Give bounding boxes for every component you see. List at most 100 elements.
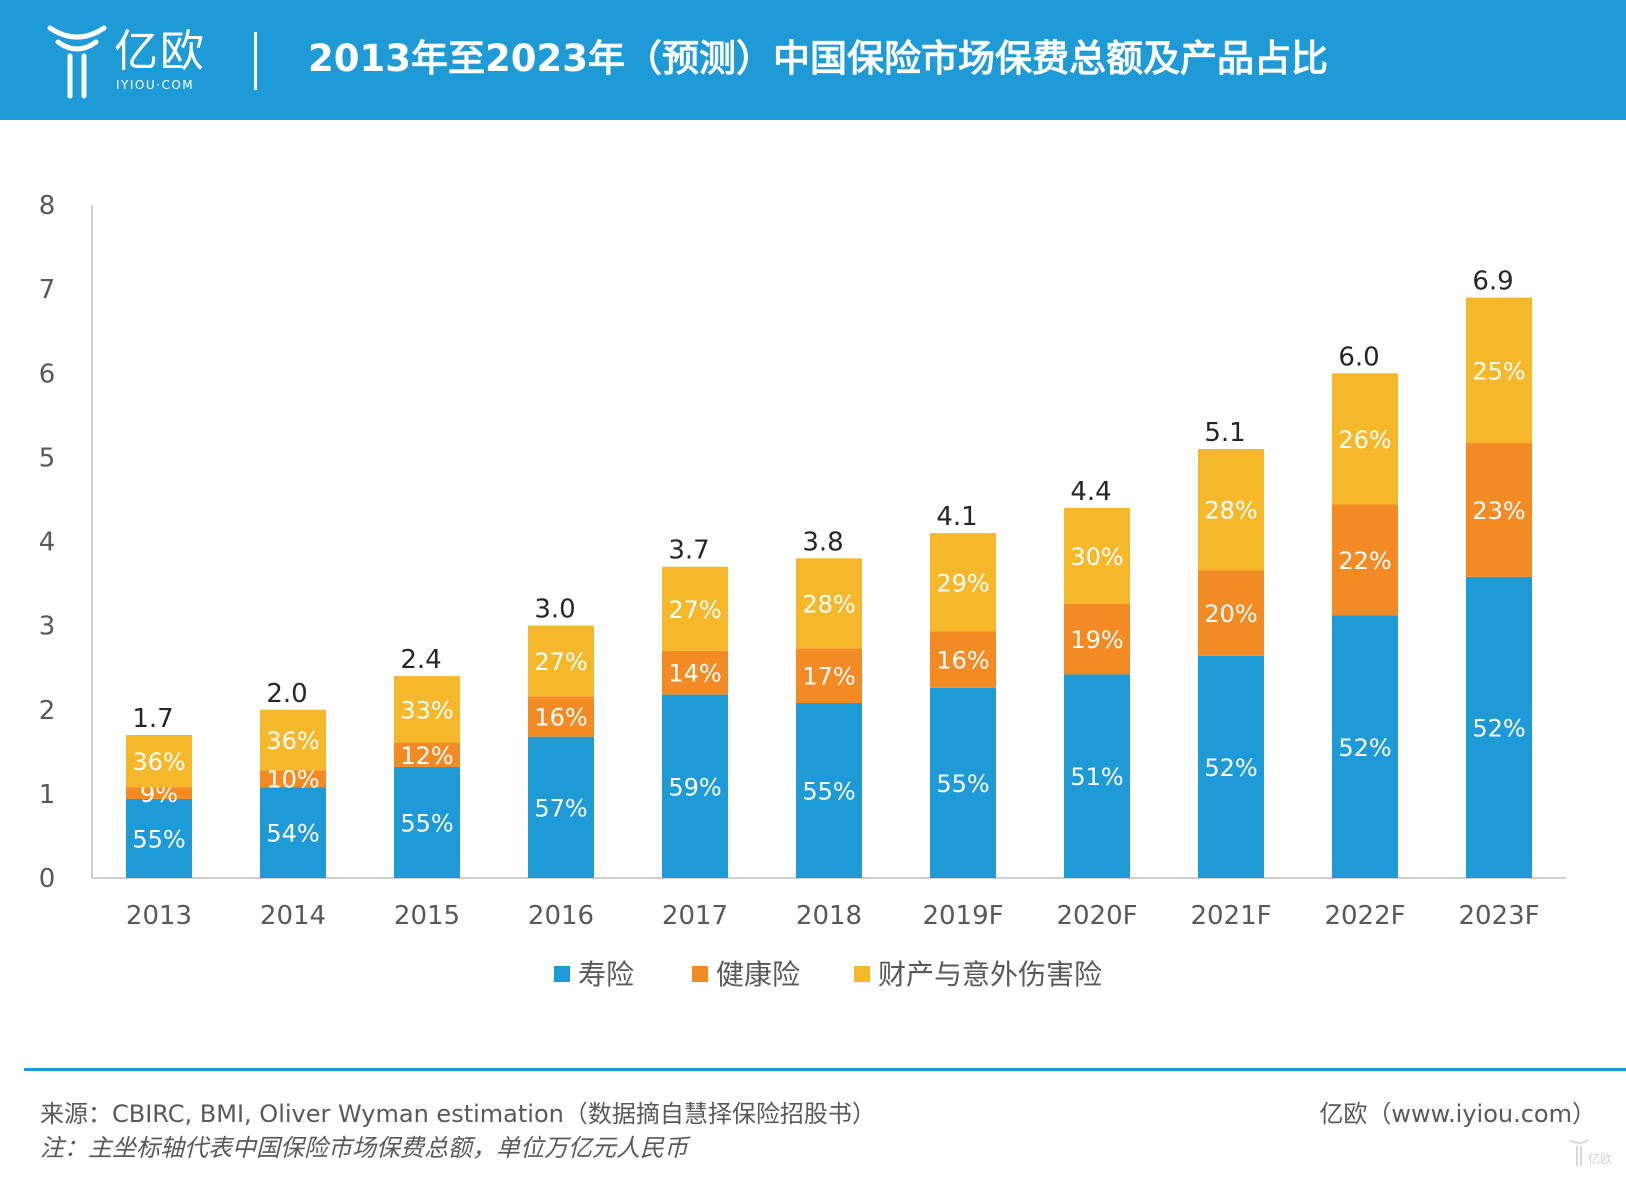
x-axis: 2013 2014 2015 2016 2017 2018 2019F 2020F 2021F 2…: [126, 901, 1540, 931]
legend-swatch: [692, 966, 708, 982]
segment-percent-label: 10%: [266, 766, 319, 794]
credit-text: 亿欧（www.iyiou.com）: [1319, 1100, 1596, 1128]
bar-total-label: 6.0: [1338, 342, 1379, 372]
watermark-logo-icon: [1569, 1139, 1589, 1166]
bar-segment: [796, 558, 862, 649]
bar-total-label: 3.8: [802, 527, 843, 557]
x-tick-label: 2013: [126, 901, 192, 931]
bar-segment: [1064, 507, 1130, 604]
segment-percent-label: 55%: [936, 770, 989, 798]
bar-segment: [1466, 576, 1532, 878]
header-banner: 亿欧 IYIOU·COM 2013年至2023年（预测）中国保险市场保费总额及产…: [0, 0, 1626, 120]
brand-sub: IYIOU·COM: [116, 78, 195, 92]
bar-segment: [1198, 655, 1264, 878]
y-tick-label: 3: [39, 612, 56, 642]
bar-segment: [796, 648, 862, 704]
segment-percent-label: 12%: [400, 742, 453, 770]
segment-percent-label: 28%: [1204, 497, 1257, 525]
segment-percent-label: 14%: [668, 660, 721, 688]
segment-percent-label: 55%: [132, 825, 185, 853]
bar-segment: [662, 566, 728, 651]
y-tick-label: 8: [39, 191, 56, 221]
x-tick-label: 2021F: [1190, 901, 1271, 931]
segment-percent-label: 33%: [400, 696, 453, 724]
segment-percent-label: 17%: [802, 663, 855, 691]
bar-segment: [1064, 603, 1130, 675]
bar-segment: [1064, 674, 1130, 878]
segment-percent-label: 25%: [1472, 357, 1525, 385]
bar-total-label: 2.0: [266, 679, 307, 709]
y-tick-label: 2: [39, 696, 56, 726]
bar-segment: [1332, 504, 1398, 616]
segment-percent-label: 29%: [936, 569, 989, 597]
segment-percent-label: 55%: [802, 778, 855, 806]
segment-percent-label: 20%: [1204, 600, 1257, 628]
segment-percent-label: 36%: [266, 727, 319, 755]
bar-segment: [796, 703, 862, 878]
y-tick-label: 7: [39, 275, 56, 305]
bar-segment: [260, 709, 326, 771]
bar-segment: [528, 696, 594, 737]
bar-segment: [930, 687, 996, 878]
segment-percent-label: 51%: [1070, 763, 1123, 791]
segment-percent-label: 52%: [1338, 734, 1391, 762]
legend-swatch: [554, 966, 570, 982]
bar-total-label: 1.7: [132, 704, 173, 734]
legend-label: 寿险: [578, 958, 634, 991]
x-tick-label: 2015: [394, 901, 460, 931]
bar-total-label: 6.9: [1472, 267, 1513, 297]
iyiou-logo-icon: [47, 25, 107, 99]
bar-segment: [930, 631, 996, 688]
segment-percent-label: 27%: [668, 596, 721, 624]
bar-segment: [126, 734, 192, 788]
bar-segment: [662, 650, 728, 695]
bar-segment: [1466, 297, 1532, 444]
note-text: 注：主坐标轴代表中国保险市场保费总额，单位万亿元人民币: [40, 1134, 688, 1162]
x-tick-label: 2017: [662, 901, 728, 931]
y-tick-label: 5: [39, 443, 56, 473]
segment-percent-label: 27%: [534, 648, 587, 676]
bar-segment: [528, 625, 594, 697]
bar-segment: [126, 798, 192, 878]
bar-total-label: 2.4: [400, 645, 441, 675]
bar-segment: [394, 742, 460, 767]
bar-segment: [528, 736, 594, 878]
segment-percent-label: 59%: [668, 773, 721, 801]
bar-segment: [260, 770, 326, 788]
bar-total-label: 5.1: [1204, 418, 1245, 448]
segment-percent-label: 19%: [1070, 626, 1123, 654]
segment-percent-label: 16%: [534, 703, 587, 731]
legend-swatch: [854, 966, 870, 982]
segment-percent-label: 26%: [1338, 426, 1391, 454]
x-tick-label: 2019F: [922, 901, 1003, 931]
segment-percent-label: 23%: [1472, 497, 1525, 525]
segment-percent-label: 55%: [400, 809, 453, 837]
segment-percent-label: 52%: [1204, 754, 1257, 782]
x-tick-label: 2023F: [1458, 901, 1539, 931]
bar-segment: [930, 533, 996, 632]
bar-segment: [126, 787, 192, 799]
source-text: 来源：CBIRC, BMI, Oliver Wyman estimation（数…: [40, 1100, 876, 1128]
legend-label: 健康险: [716, 958, 800, 991]
segment-percent-label: 16%: [936, 647, 989, 675]
segment-percent-label: 28%: [802, 590, 855, 618]
y-tick-label: 6: [39, 359, 56, 389]
bar-segment: [1332, 373, 1398, 505]
segment-percent-label: 36%: [132, 748, 185, 776]
y-tick-label: 0: [39, 864, 56, 894]
x-tick-label: 2018: [796, 901, 862, 931]
page-title: 2013年至2023年（预测）中国保险市场保费总额及产品占比: [308, 37, 1328, 80]
bar-total-label: 4.1: [936, 502, 977, 532]
brand-name: 亿欧: [114, 26, 206, 77]
segment-percent-label: 30%: [1070, 543, 1123, 571]
bar-total-label: 3.0: [534, 595, 575, 625]
bar-segment: [1332, 615, 1398, 878]
bar-segment: [394, 676, 460, 743]
header-divider: [254, 32, 257, 90]
segment-percent-label: 22%: [1338, 547, 1391, 575]
bars: 55%9%36%1.754%10%36%2.055%12%33%2.457%16…: [126, 267, 1532, 878]
bar-segment: [1198, 570, 1264, 656]
bar-segment: [394, 766, 460, 878]
bar-segment: [260, 787, 326, 878]
